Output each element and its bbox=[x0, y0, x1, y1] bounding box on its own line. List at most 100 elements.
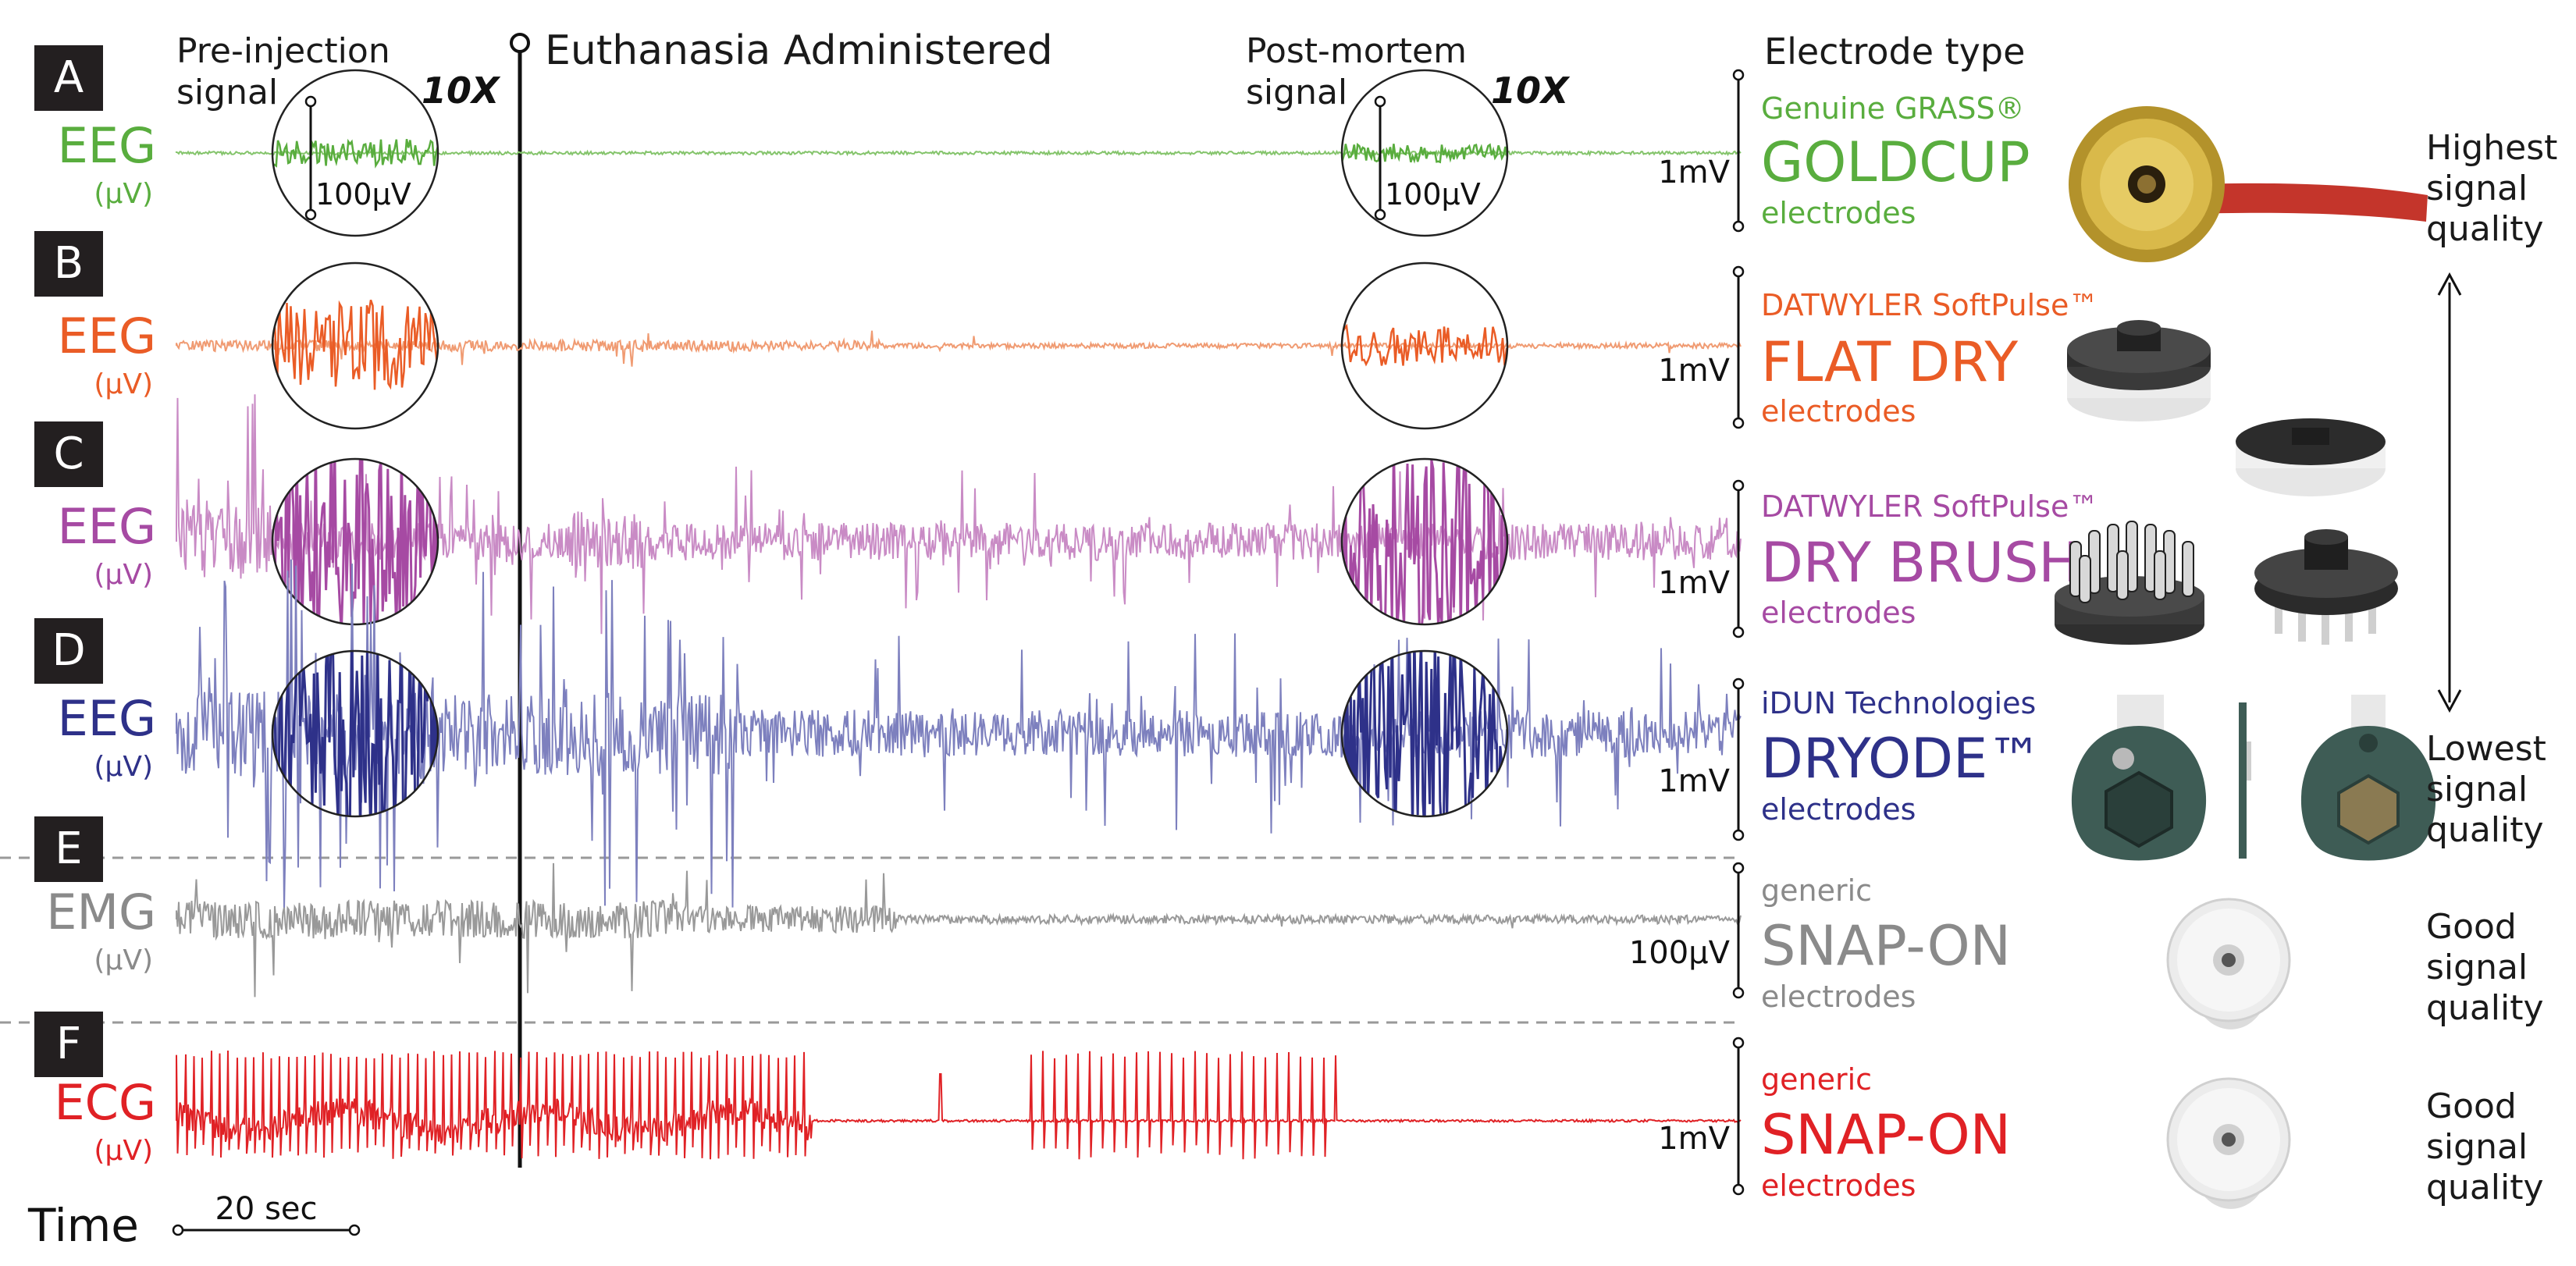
scale-bar-end bbox=[1732, 677, 1745, 690]
magnifier-scale-label: 100µV bbox=[1385, 177, 1481, 212]
scale-bar-end bbox=[1732, 862, 1745, 874]
trace-f bbox=[176, 1050, 1742, 1160]
electrode-brand: iDUN Technologies bbox=[1761, 686, 2036, 720]
euthanasia-marker-dot bbox=[510, 33, 530, 53]
signal-unit: (µV) bbox=[94, 368, 153, 400]
scale-bar-end bbox=[348, 1224, 361, 1236]
flat-dry-electrode-photo-top bbox=[2067, 320, 2211, 421]
pre-injection-label-line2: signal bbox=[176, 73, 278, 112]
amplitude-scale-label: 1mV bbox=[1658, 155, 1730, 190]
magnified-trace-pre bbox=[272, 299, 438, 390]
electrode-model: FLAT DRY bbox=[1761, 330, 2018, 394]
magnified-trace-post bbox=[1342, 142, 1507, 165]
panel-f: F ECG (µV) 1mV generic SNAP-ON electrode… bbox=[34, 1012, 2291, 1209]
scale-bar-end bbox=[1732, 417, 1745, 429]
flat-dry-electrode-photo-bottom bbox=[2236, 418, 2386, 496]
quality-text: signal bbox=[2426, 1127, 2528, 1167]
time-label: Time bbox=[27, 1199, 139, 1252]
signal-quality-highest: Highest signal quality bbox=[2426, 128, 2557, 249]
signal-label: EEG bbox=[58, 117, 156, 174]
electrode-suffix: electrodes bbox=[1761, 394, 1916, 429]
snap-on-electrode-photo bbox=[2166, 898, 2291, 1030]
quality-text: Good bbox=[2426, 907, 2517, 947]
electrode-type-heading: Electrode type bbox=[1764, 30, 2025, 73]
amplitude-scale-label: 100µV bbox=[1629, 935, 1731, 971]
scale-bar-end bbox=[1732, 626, 1745, 638]
signal-unit: (µV) bbox=[94, 178, 153, 210]
signal-label: EEG bbox=[58, 308, 156, 365]
magnifier-circle-post bbox=[1340, 649, 1509, 818]
dryode-electrode-photo-left bbox=[2071, 695, 2207, 861]
panel-letter-box bbox=[34, 816, 103, 882]
magnified-trace-pre bbox=[272, 138, 438, 169]
electrode-model: SNAP-ON bbox=[1761, 914, 2011, 978]
trace-e bbox=[176, 862, 1742, 998]
panel-letter: D bbox=[52, 625, 85, 676]
zoom-label-post: 10X bbox=[1491, 69, 1571, 112]
dry-brush-electrode-photo-right bbox=[2254, 529, 2398, 645]
quality-text: signal bbox=[2426, 770, 2528, 809]
signal-quality-good-f: Good signal quality bbox=[2426, 1086, 2544, 1207]
magnified-trace-post bbox=[1342, 323, 1507, 367]
electrode-brand: DATWYLER SoftPulse™ bbox=[1761, 489, 2098, 524]
signal-unit: (µV) bbox=[94, 1135, 153, 1167]
scale-bar-end bbox=[1732, 987, 1745, 999]
quality-text: quality bbox=[2426, 988, 2544, 1028]
signal-label: EEG bbox=[58, 690, 156, 747]
signal-quality-good-e: Good signal quality bbox=[2426, 907, 2544, 1028]
signal-quality-lowest: Lowest signal quality bbox=[2426, 729, 2546, 850]
time-scale-label: 20 sec bbox=[215, 1191, 317, 1227]
electrode-suffix: electrodes bbox=[1761, 980, 1916, 1014]
signal-label: EMG bbox=[46, 884, 156, 941]
signal-label: EEG bbox=[58, 498, 156, 555]
panel-letter-box bbox=[34, 421, 103, 487]
snap-on-electrode-photo bbox=[2166, 1077, 2291, 1209]
euthanasia-label: Euthanasia Administered bbox=[545, 27, 1053, 74]
signal-unit: (µV) bbox=[94, 944, 153, 976]
scale-bar-end bbox=[1732, 829, 1745, 841]
electrode-brand: Genuine GRASS® bbox=[1761, 91, 2025, 126]
electrode-model: GOLDCUP bbox=[1761, 130, 2030, 194]
electrode-suffix: electrodes bbox=[1761, 596, 1916, 630]
amplitude-scale-label: 1mV bbox=[1658, 565, 1730, 601]
quality-text: quality bbox=[2426, 1168, 2544, 1207]
scale-bar-end bbox=[1374, 95, 1386, 108]
quality-double-arrow bbox=[2437, 272, 2462, 713]
signal-label: ECG bbox=[54, 1074, 156, 1131]
panel-e: E EMG (µV) 100µV generic SNAP-ON electro… bbox=[34, 816, 2291, 1030]
scale-bar-end bbox=[1732, 1183, 1745, 1196]
panel-c: C EEG (µV) 1mV DATWYLER SoftPulse™ DRY B… bbox=[34, 394, 2398, 645]
electrode-suffix: electrodes bbox=[1761, 196, 1916, 230]
magnifier-circle-post bbox=[1340, 69, 1509, 237]
scale-bar-end bbox=[304, 95, 317, 108]
magnifier-circle-pre bbox=[271, 649, 439, 818]
amplitude-scale-label: 1mV bbox=[1658, 763, 1730, 799]
scale-bar-end bbox=[1732, 479, 1745, 492]
magnifier-scale-label: 100µV bbox=[315, 177, 411, 212]
scale-bar-end bbox=[1374, 208, 1386, 221]
electrode-brand: generic bbox=[1761, 873, 1872, 908]
dry-brush-electrode-photo-left bbox=[2055, 521, 2204, 645]
quality-text: signal bbox=[2426, 948, 2528, 987]
panel-a: A EEG (µV) 100µV 100µV 1mV Genuine GRASS… bbox=[34, 45, 2428, 262]
panel-letter: E bbox=[55, 823, 82, 874]
quality-text: Lowest bbox=[2426, 729, 2546, 769]
signal-unit: (µV) bbox=[94, 559, 153, 591]
post-mortem-label-line2: signal bbox=[1246, 73, 1347, 112]
zoom-label-pre: 10X bbox=[422, 69, 501, 112]
electrode-brand: DATWYLER SoftPulse™ bbox=[1761, 288, 2098, 322]
electrode-brand: generic bbox=[1761, 1062, 1872, 1097]
dryode-electrode-photo-side bbox=[2239, 702, 2251, 859]
magnifier-circle-pre bbox=[271, 69, 439, 237]
panel-letter: F bbox=[56, 1019, 81, 1069]
magnifier-circle-pre bbox=[271, 457, 439, 626]
magnifier-circle-post bbox=[1340, 457, 1509, 626]
electrode-model: DRYODE™ bbox=[1761, 727, 2042, 791]
panel-letter-box bbox=[34, 1012, 103, 1077]
quality-text: signal bbox=[2426, 169, 2528, 208]
scale-bar-end bbox=[1732, 1037, 1745, 1049]
amplitude-scale-label: 1mV bbox=[1658, 353, 1730, 389]
goldcup-electrode-photo: JUL12 bbox=[2069, 106, 2428, 262]
magnified-trace-post bbox=[1342, 459, 1507, 624]
